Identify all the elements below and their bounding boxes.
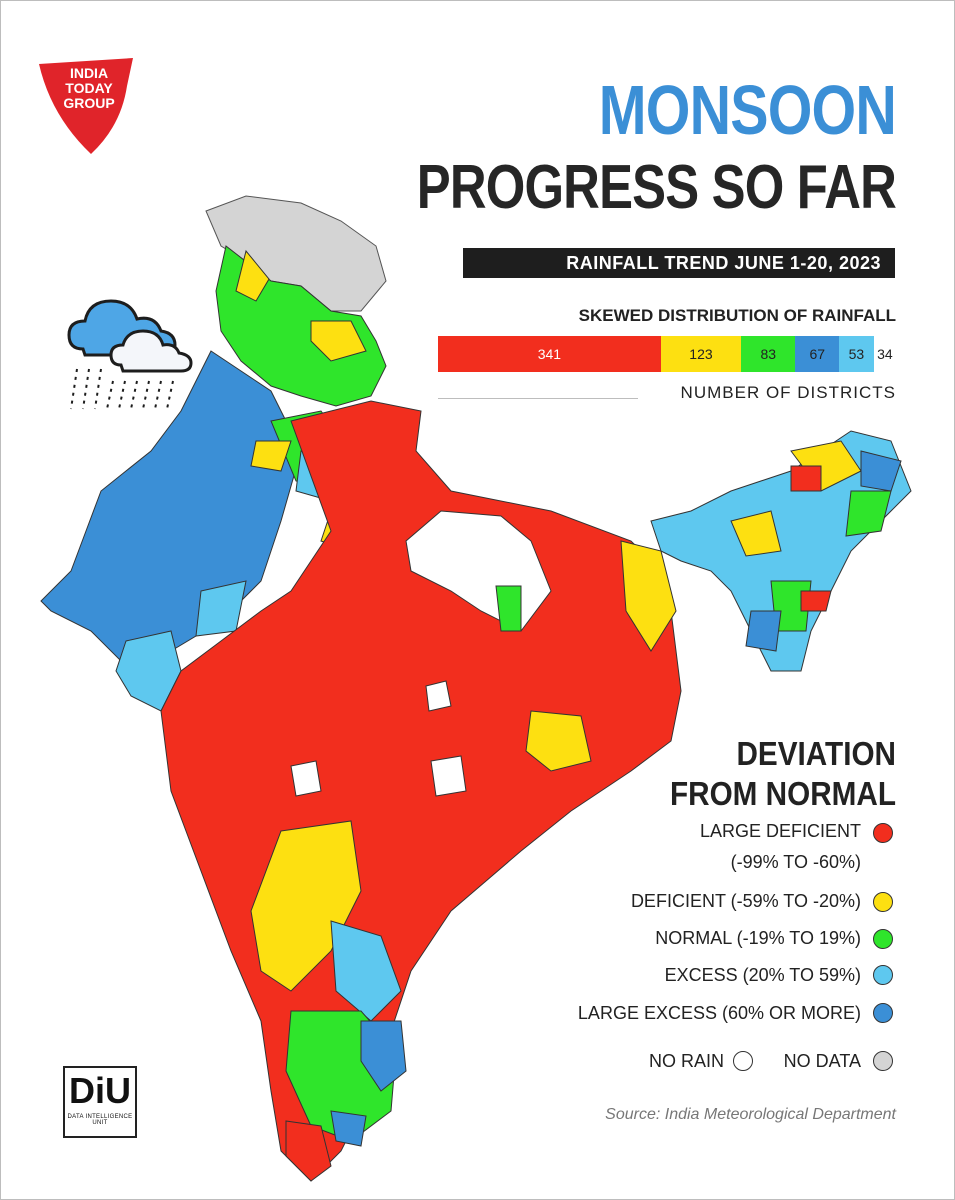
legend-no-data-swatch <box>873 1051 893 1071</box>
legend-large-deficient-swatch <box>873 823 893 843</box>
legend-deficient-label: DEFICIENT (-59% TO -20%) <box>630 891 861 911</box>
distribution-heading: SKEWED DISTRIBUTION OF RAINFALL <box>578 306 896 325</box>
map-region-east-green <box>495 585 522 632</box>
legend-no-rain-label: NO RAIN <box>648 1051 724 1071</box>
distribution-segment: 53 <box>839 336 874 372</box>
legend-heading-line-2: FROM NORMAL <box>669 775 896 812</box>
india-rainfall-map <box>40 195 912 1182</box>
map-region-south-blue <box>330 1020 407 1147</box>
legend-excess-label: EXCESS (20% TO 59%) <box>664 965 861 985</box>
map-region-south-cyan <box>330 920 402 1022</box>
distribution-bar: 341 123 83 67 53 34 <box>438 336 896 372</box>
rain-cloud-icon <box>63 291 198 411</box>
india-today-logo: INDIA TODAY GROUP <box>31 56 141 156</box>
legend-no-rain-swatch <box>733 1051 753 1071</box>
brand-line-1: INDIA <box>69 65 109 81</box>
legend-excess-swatch <box>873 965 893 985</box>
brand-line-2: TODAY <box>65 80 113 96</box>
map-region-east-yellow <box>525 540 677 772</box>
distribution-segment: 123 <box>660 336 742 372</box>
brand-line-3: GROUP <box>63 95 115 111</box>
legend-large-excess-label: LARGE EXCESS (60% OR MORE) <box>577 1003 861 1023</box>
legend-large-deficient-label: LARGE DEFICIENT <box>699 821 861 841</box>
title-progress: PROGRESS SO FAR <box>416 153 897 222</box>
map-region-northeast-blue <box>745 450 902 652</box>
diu-label: DATA INTELLIGENCE UNIT <box>67 1114 133 1126</box>
subtitle-rainfall-trend: RAINFALL TREND JUNE 1-20, 2023 <box>463 248 895 278</box>
legend-large-deficient-range: (-99% TO -60%) <box>730 852 861 872</box>
distribution-segment: 34 <box>873 336 896 372</box>
legend-no-data-label: NO DATA <box>783 1051 861 1071</box>
legend-large-excess-swatch <box>873 1003 893 1023</box>
distribution-caption: NUMBER OF DISTRICTS <box>680 383 896 402</box>
diu-logo: DiU DATA INTELLIGENCE UNIT <box>63 1066 137 1138</box>
logo-shape-icon <box>39 58 133 154</box>
map-region-south-red-tip <box>285 1120 332 1182</box>
legend-normal-swatch <box>873 929 893 949</box>
caption-rule <box>438 398 638 399</box>
legend-deficient-swatch <box>873 892 893 912</box>
map-region-northeast-red <box>790 465 832 612</box>
distribution-segment: 341 <box>438 336 661 372</box>
distribution-segment: 83 <box>741 336 796 372</box>
legend-heading-line-1: DEVIATION <box>736 735 896 772</box>
legend-heading: DEVIATION FROM NORMAL <box>613 734 896 814</box>
source-note: Source: India Meteorological Department <box>605 1106 896 1123</box>
distribution-segment: 67 <box>795 336 840 372</box>
map-region-north-yellow <box>235 249 367 362</box>
map-region-south-yellow <box>250 820 362 992</box>
diu-mark: DiU <box>69 1070 131 1111</box>
legend-normal-label: NORMAL (-19% TO 19%) <box>655 928 861 948</box>
title-monsoon: MONSOON <box>598 71 897 149</box>
map-region-no-rain-2 <box>290 680 467 797</box>
